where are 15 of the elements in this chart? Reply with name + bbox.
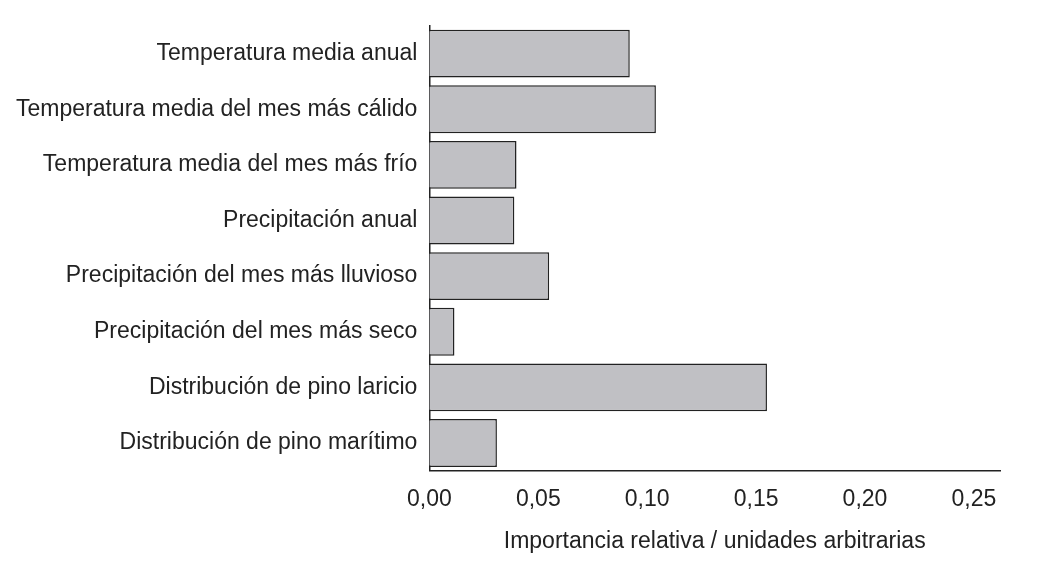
x-tick-label: 0,10	[624, 484, 670, 511]
y-tick-label: Distribución de pino marítimo	[119, 428, 418, 455]
x-tick-label: 0,25	[951, 484, 997, 511]
y-tick-label: Precipitación del mes más seco	[93, 317, 418, 344]
y-tick-label: Precipitación del mes más lluvioso	[65, 261, 418, 288]
y-tick-label: Temperatura media del mes más cálido	[15, 94, 418, 121]
x-tick-label: 0,20	[842, 484, 888, 511]
y-tick-label: Temperatura media anual	[156, 38, 418, 65]
x-tick-label: 0,05	[515, 484, 561, 511]
x-axis-title: Importancia relativa / unidades arbitrarias	[503, 526, 926, 553]
x-tick-label: 0,00	[407, 484, 452, 511]
x-tick-label: 0,15	[733, 484, 779, 511]
y-tick-label: Distribución de pino laricio	[148, 372, 418, 399]
y-tick-label: Precipitación anual	[223, 205, 418, 232]
y-tick-label: Temperatura media del mes más frío	[42, 150, 418, 177]
